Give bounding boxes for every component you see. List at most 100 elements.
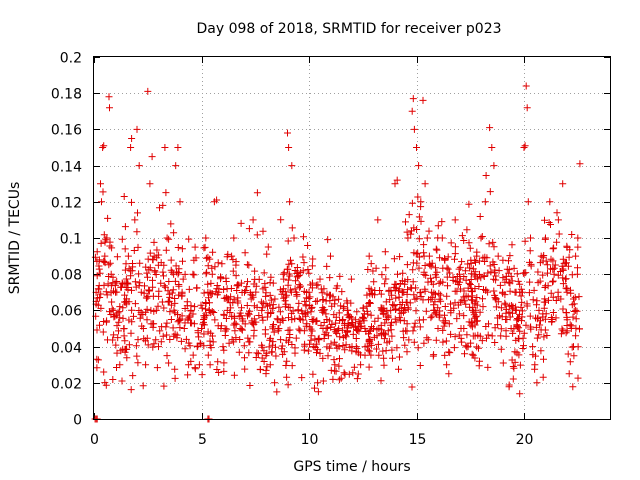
data-point: [554, 271, 562, 279]
data-point: [544, 282, 552, 290]
data-point: [154, 302, 162, 310]
data-point: [320, 285, 328, 293]
data-point: [349, 369, 357, 377]
data-point: [319, 296, 327, 303]
data-point: [326, 274, 334, 282]
data-point: [96, 294, 104, 301]
data-point: [229, 267, 237, 275]
data-point: [121, 291, 129, 299]
data-point: [548, 318, 556, 325]
data-point: [288, 260, 296, 268]
data-point: [100, 142, 108, 150]
data-point: [317, 321, 325, 329]
data-point: [552, 297, 560, 304]
data-point: [533, 334, 541, 342]
data-point: [105, 261, 113, 269]
data-point: [499, 274, 507, 282]
data-point: [470, 311, 478, 319]
data-point: [515, 351, 523, 359]
data-point: [547, 255, 555, 263]
data-point: [177, 337, 185, 345]
y-tick-label: 0.06: [51, 304, 82, 320]
data-point: [384, 327, 392, 335]
data-point: [488, 144, 496, 151]
data-point: [93, 326, 101, 334]
data-point: [144, 255, 152, 263]
data-point: [477, 234, 485, 242]
data-point: [387, 326, 395, 334]
data-point: [323, 290, 331, 298]
data-point: [494, 252, 502, 260]
data-point: [163, 319, 171, 327]
data-point: [576, 160, 584, 168]
data-point: [159, 268, 167, 276]
data-point: [307, 304, 315, 312]
data-point: [103, 291, 111, 299]
data-point: [541, 326, 549, 334]
data-point: [341, 370, 349, 378]
data-point: [98, 198, 105, 206]
data-point: [310, 316, 318, 324]
data-point: [149, 256, 157, 264]
data-point: [553, 238, 561, 246]
data-point: [171, 330, 179, 338]
data-point: [297, 282, 304, 290]
data-point: [208, 308, 216, 315]
data-point: [502, 327, 510, 335]
data-point: [101, 259, 109, 267]
data-point: [259, 285, 267, 293]
data-point: [390, 255, 398, 263]
data-point: [160, 261, 168, 269]
data-point: [392, 318, 400, 326]
data-point: [353, 345, 361, 352]
data-point: [200, 330, 208, 338]
data-point: [364, 266, 372, 273]
data-point: [520, 144, 528, 151]
data-point: [563, 285, 571, 293]
data-point: [497, 345, 505, 353]
data-point: [323, 262, 331, 270]
data-point: [414, 344, 422, 352]
data-point: [403, 298, 411, 306]
data-point: [204, 280, 212, 288]
data-point: [467, 276, 475, 283]
data-point: [526, 247, 534, 255]
data-point: [143, 305, 151, 313]
data-point: [235, 312, 243, 320]
data-point: [419, 316, 427, 324]
data-point: [479, 254, 487, 262]
data-point: [240, 342, 248, 350]
data-point: [171, 295, 179, 302]
data-point: [144, 341, 152, 349]
data-point: [214, 322, 222, 330]
data-point: [361, 351, 369, 359]
data-point: [100, 258, 108, 266]
data-point: [231, 314, 238, 322]
data-point: [371, 291, 379, 299]
data-point: [349, 330, 357, 338]
data-point: [220, 346, 228, 354]
data-point: [209, 332, 216, 340]
data-point: [562, 284, 570, 292]
data-point: [412, 284, 420, 292]
data-point: [110, 287, 117, 295]
data-point: [245, 349, 253, 357]
data-point: [446, 269, 454, 277]
data-point: [354, 370, 362, 378]
data-point: [523, 302, 531, 310]
data-point: [283, 265, 291, 273]
data-point: [200, 342, 208, 350]
data-point: [408, 199, 416, 207]
data-point: [415, 162, 423, 170]
data-point: [357, 361, 365, 369]
data-point: [330, 338, 338, 346]
data-point: [169, 324, 177, 332]
data-point: [190, 271, 198, 279]
data-point: [550, 264, 558, 272]
data-point: [496, 281, 504, 289]
data-point: [241, 365, 249, 373]
y-tick-label: 0: [73, 413, 82, 429]
data-point: [541, 216, 548, 224]
data-point: [252, 354, 260, 361]
data-point: [512, 306, 520, 314]
